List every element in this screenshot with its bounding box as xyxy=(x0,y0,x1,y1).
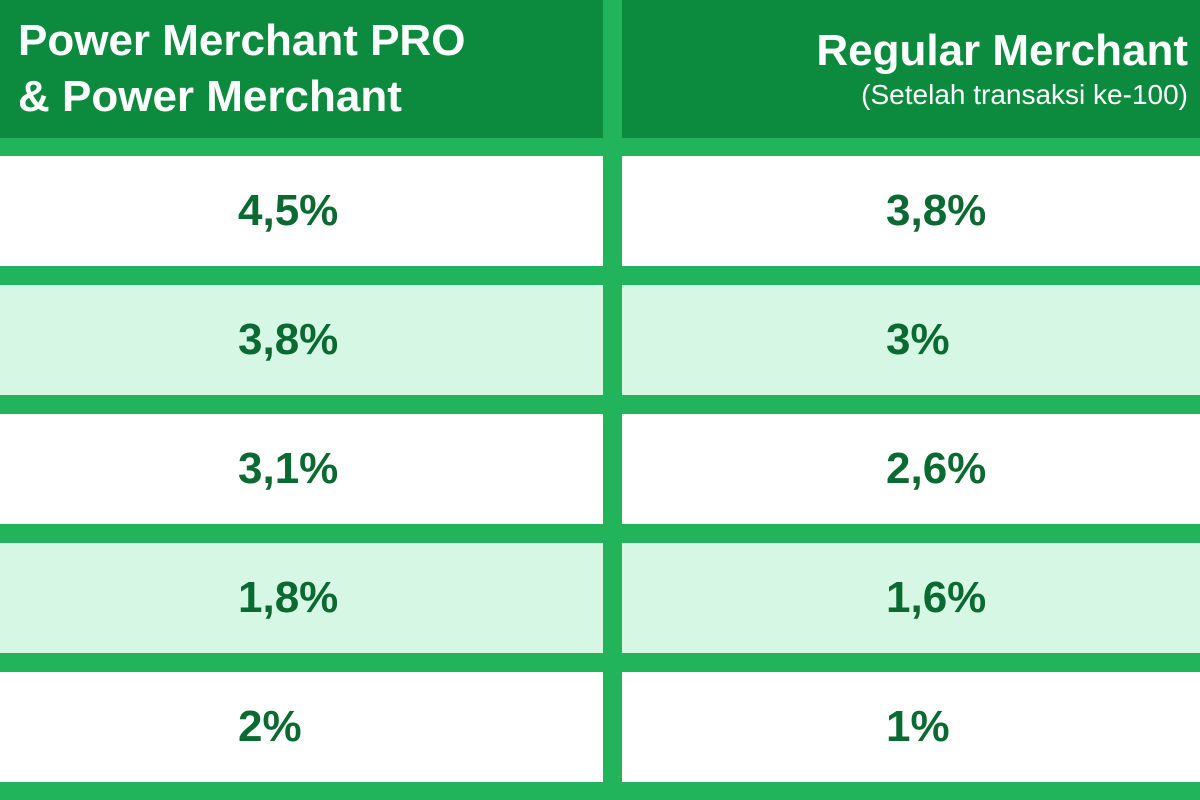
header-regular-merchant: Regular Merchant (Setelah transaksi ke-1… xyxy=(622,0,1200,138)
header-left-line2: & Power Merchant xyxy=(18,72,402,121)
table-cell-row2-right: 3% xyxy=(622,285,1200,395)
table-cell-row4-left: 1,8% xyxy=(0,543,603,653)
table-cell-row5-right: 1% xyxy=(622,672,1200,782)
table-cell-row3-left: 3,1% xyxy=(0,414,603,524)
header-right-title: Regular Merchant xyxy=(816,26,1188,75)
table-cell-row1-left: 4,5% xyxy=(0,156,603,266)
header-left-line1: Power Merchant PRO xyxy=(18,16,466,65)
header-right-subtitle: (Setelah transaksi ke-100) xyxy=(861,79,1188,110)
header-power-merchant: Power Merchant PRO & Power Merchant xyxy=(0,0,603,138)
table-cell-row1-right: 3,8% xyxy=(622,156,1200,266)
table-cell-row3-right: 2,6% xyxy=(622,414,1200,524)
table-cell-row2-left: 3,8% xyxy=(0,285,603,395)
table-cell-row4-right: 1,6% xyxy=(622,543,1200,653)
table-cell-row5-left: 2% xyxy=(0,672,603,782)
